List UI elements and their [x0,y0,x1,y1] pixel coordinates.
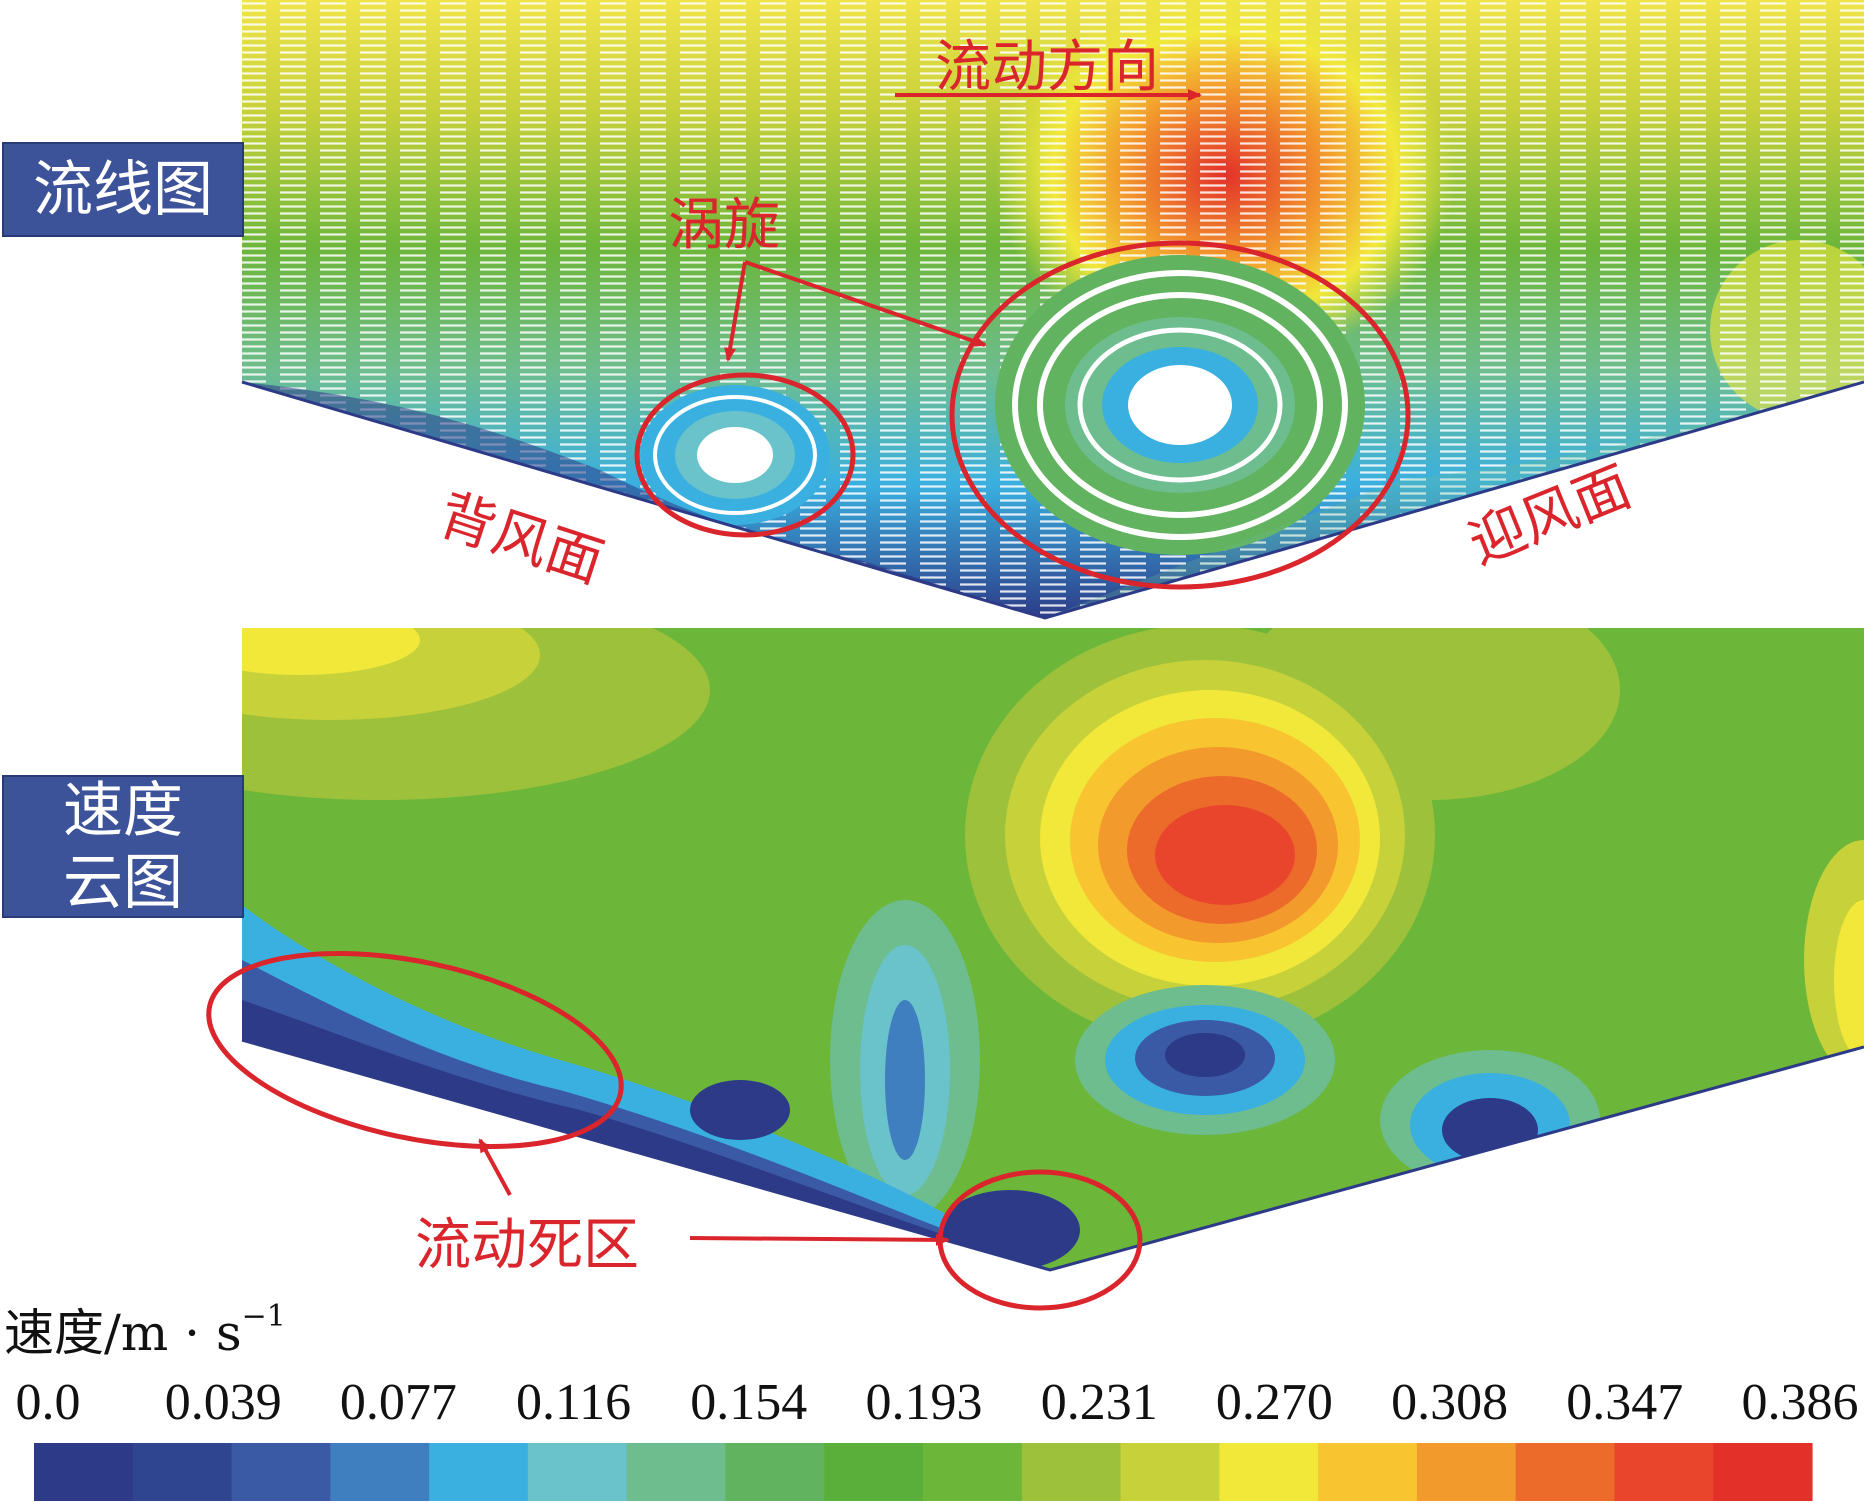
legend-color-swatch [1515,1443,1616,1501]
small-vortex [640,385,830,525]
legend-tick-label: 0.231 [1040,1374,1158,1431]
vortex-arrow-large [744,260,987,347]
legend-color-swatch [1219,1443,1319,1501]
legend-tick-label: 0.386 [1741,1374,1859,1431]
legend-color-swatch [527,1443,628,1501]
legend-unit-exponent: −1 [241,1299,286,1334]
legend-tick-label: 0.077 [339,1374,457,1431]
legend-color-swatch [1021,1443,1122,1501]
legend-color-swatch [824,1443,924,1501]
dead-zone-arrow-right [689,1233,950,1246]
legend-color-swatch [626,1443,727,1501]
legend-tick-label: 0.116 [516,1374,632,1431]
vortex-arrow-small [724,261,747,362]
legend-color-swatch [330,1443,430,1501]
legend-color-swatch [34,1443,134,1501]
legend-color-swatch [231,1443,331,1501]
contour-panel-label: 速度 云图 [2,775,244,918]
legend-tick-label: 0.270 [1215,1374,1333,1431]
streamline-panel-text: 流线图 [33,154,213,225]
legend-color-swatch [725,1443,825,1501]
dead-zone-arrow-left [478,1138,512,1196]
legend-unit-text: 速度/m · s [4,1304,242,1362]
contour-panel-line1: 速度 [63,775,183,846]
legend-colorbar [34,1443,1813,1501]
legend-color-swatch [1713,1443,1813,1501]
legend-tick-label: 0.193 [865,1374,983,1431]
legend-tick-label: 0.347 [1566,1374,1684,1431]
legend-tick-label: 0.154 [690,1374,808,1431]
legend-tick-label: 0.039 [164,1374,282,1431]
velocity-contour-plot [242,628,1864,1270]
dead-zone-circle-left [206,950,624,1150]
legend-tick-label: 0.0 [15,1374,81,1431]
legend-color-swatch [1120,1443,1220,1501]
contour-panel-line2: 云图 [63,847,183,918]
legend-color-swatch [1614,1443,1714,1501]
legend-tick-label: 0.308 [1391,1374,1509,1431]
large-vortex [995,255,1365,555]
legend-color-swatch [1318,1443,1418,1501]
vortex-label: 涡旋 [668,193,780,258]
legend-color-swatch [132,1443,233,1501]
flow-direction-label: 流动方向 [935,35,1159,100]
legend-color-swatch [429,1443,529,1501]
dead-zone-label: 流动死区 [415,1213,639,1278]
streamline-panel-label: 流线图 [2,142,244,237]
high-velocity-region [965,628,1435,1045]
small-vortex-circle [634,372,856,538]
annotation-marks [206,89,1411,1311]
legend-color-swatch [1416,1443,1517,1501]
legend-color-swatch [923,1443,1023,1501]
large-vortex-circle [949,240,1411,590]
legend-unit: 速度/m · s−1 [4,1293,286,1365]
